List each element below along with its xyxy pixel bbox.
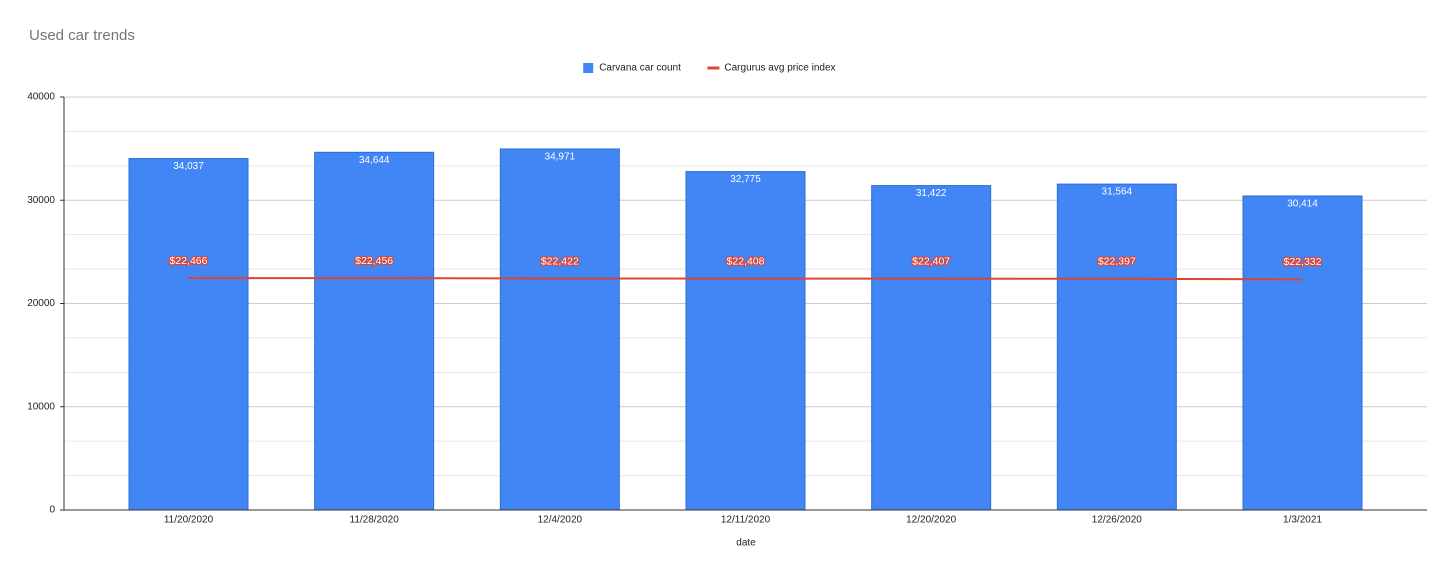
line [188,277,1303,281]
x-tick-label: 1/3/2021 [1283,515,1322,526]
line-value-label: $22,397 [1098,256,1136,268]
bar [314,151,435,511]
y-tick-label: 0 [49,505,55,516]
bar [1056,183,1177,511]
x-tick-label: 11/20/2020 [164,515,214,526]
bar [871,185,992,511]
legend-label: Carvana car count [599,63,681,74]
bar-value-label: 30,414 [1287,199,1318,210]
bar-value-label: 31,564 [1102,187,1133,198]
bar-value-label: 34,644 [359,155,390,166]
y-tick-label: 10000 [27,401,55,412]
line-value-label: $22,407 [912,255,950,267]
bar-value-label: 32,775 [730,174,761,185]
bar [1242,195,1363,511]
x-tick-label: 12/11/2020 [721,515,771,526]
line-value-label: $22,456 [355,255,393,267]
bar-value-label: 34,037 [173,161,204,172]
line-value-label: $22,332 [1284,256,1322,268]
y-tick-label: 20000 [27,298,55,309]
legend-swatch [583,63,594,73]
line-value-label: $22,408 [727,255,765,267]
bar-value-label: 31,422 [916,188,947,199]
legend-label: Cargurus avg price index [724,63,835,74]
bar [499,148,620,511]
line-value-label: $22,422 [541,255,579,267]
y-tick-label: 40000 [27,92,55,103]
y-tick-label: 30000 [27,195,55,206]
chart-title: Used car trends [29,27,135,44]
x-tick-label: 11/28/2020 [350,515,400,526]
bar [685,171,806,511]
x-tick-label: 12/26/2020 [1092,515,1142,526]
x-tick-label: 12/4/2020 [538,515,583,526]
x-axis-label: date [736,538,756,549]
line-value-label: $22,466 [170,255,208,267]
bar [128,158,249,511]
x-tick-label: 12/20/2020 [906,515,956,526]
bar-value-label: 34,971 [545,152,576,163]
